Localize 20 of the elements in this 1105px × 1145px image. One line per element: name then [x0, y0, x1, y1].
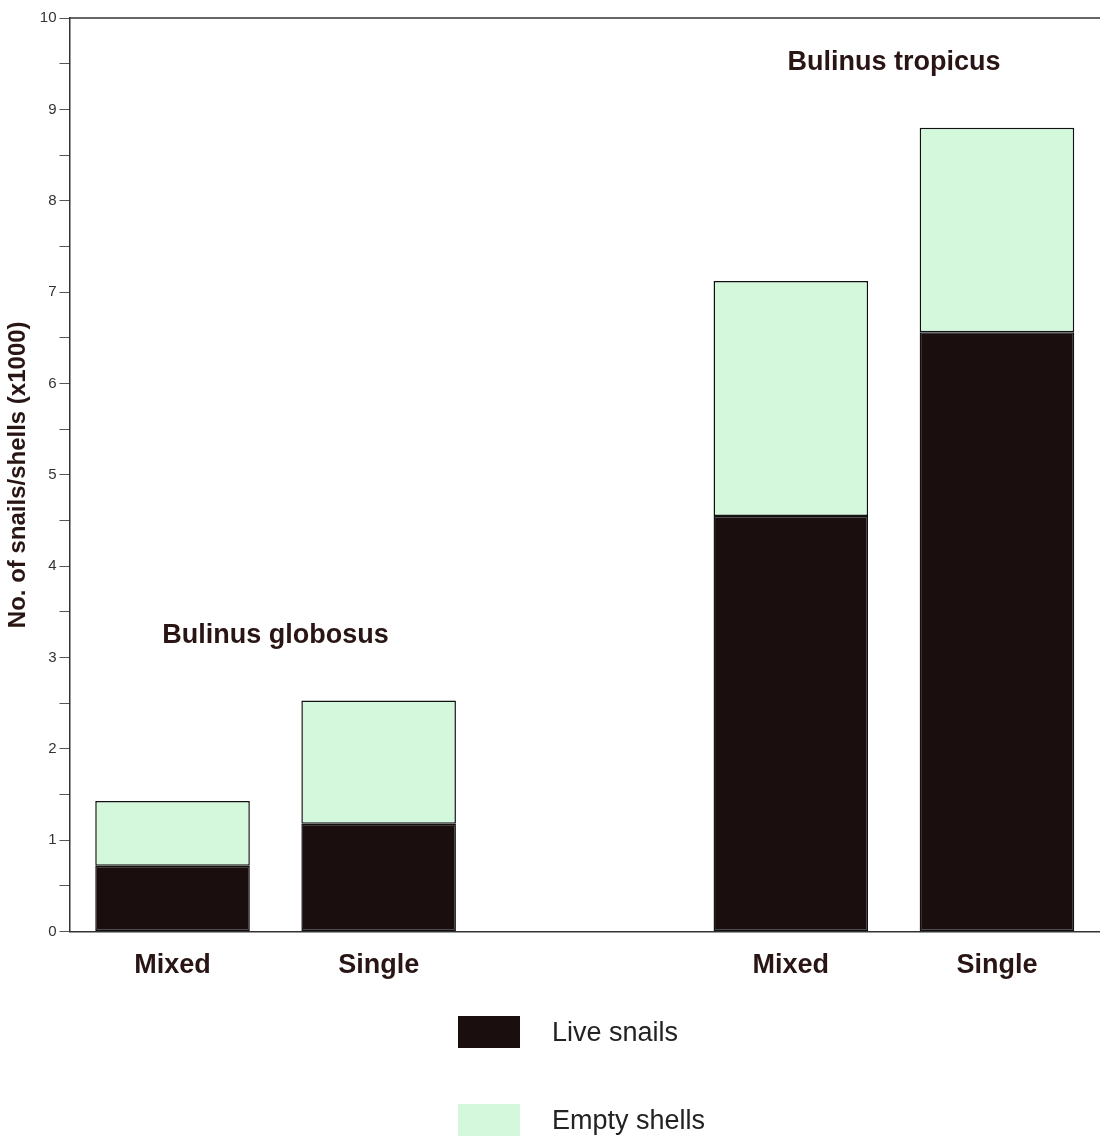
y-tick-label: 4	[48, 556, 57, 574]
annotation: Bulinus tropicus	[787, 46, 1001, 77]
y-tick-label: 3	[48, 647, 57, 665]
x-tick-label: Mixed	[134, 949, 211, 980]
y-tick-label: 0	[48, 921, 57, 939]
y-tick-label: 8	[48, 190, 57, 208]
y-tick-label: 10	[39, 8, 57, 26]
y-axis-title: No. of snails/shells (x1000)	[3, 321, 31, 629]
x-tick-label: Single	[956, 949, 1038, 980]
annotation: Bulinus globosus	[162, 618, 389, 649]
y-tick-label: 6	[48, 373, 57, 391]
x-tick-label: Single	[338, 949, 420, 980]
y-tick-label: 7	[48, 282, 57, 300]
legend-label: Live snails	[552, 1016, 679, 1048]
x-tick-label: Mixed	[752, 949, 830, 980]
y-tick-label: 2	[48, 739, 57, 757]
legend-label: Empty shells	[552, 1104, 706, 1136]
y-tick-label: 1	[48, 830, 57, 848]
y-tick-label: 9	[48, 99, 57, 117]
y-tick-label: 5	[48, 464, 57, 482]
